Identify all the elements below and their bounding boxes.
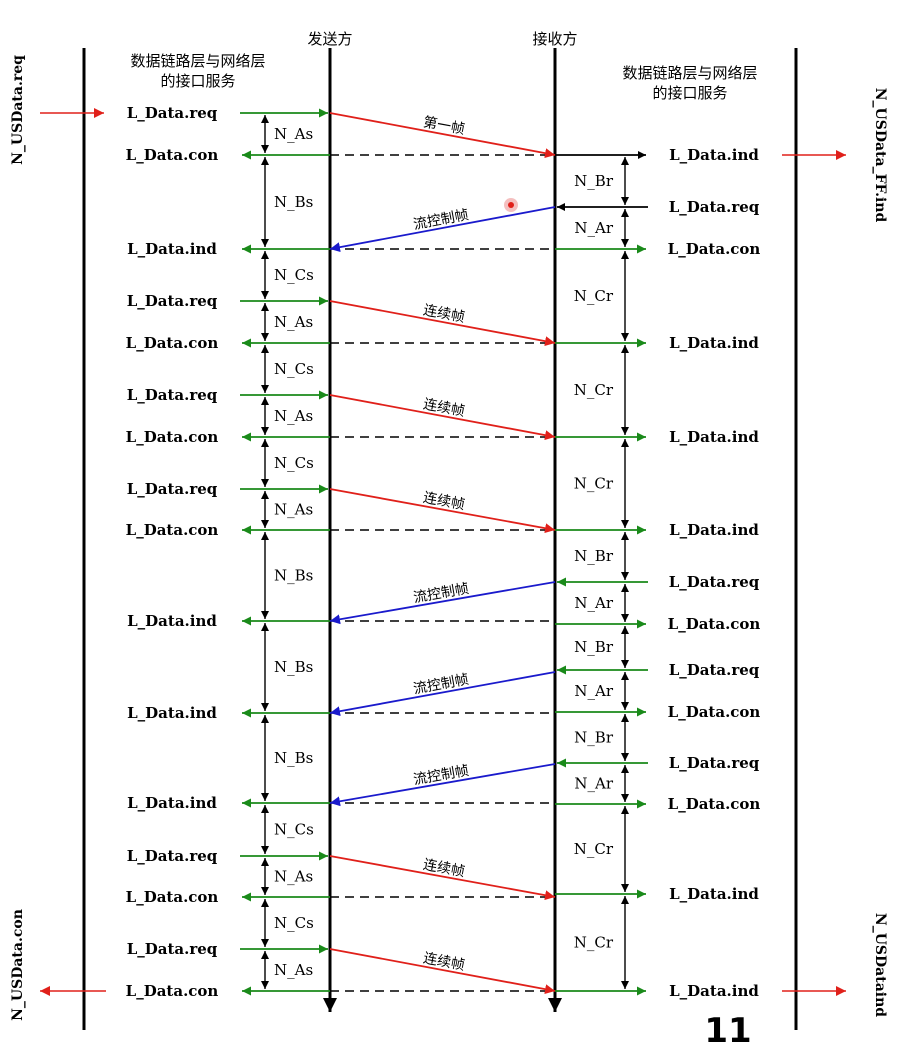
right-event-label: L_Data.ind — [669, 428, 759, 446]
right-event-label: L_Data.con — [668, 615, 761, 633]
timer-label: N_As — [274, 407, 313, 425]
right-event-label: L_Data.ind — [669, 521, 759, 539]
right-event-label: L_Data.ind — [669, 334, 759, 352]
timer-label: N_Bs — [274, 658, 313, 676]
timer-label: N_Cs — [274, 266, 314, 284]
left-event-label: L_Data.con — [126, 428, 219, 446]
data-frame-arrow — [329, 112, 556, 159]
flow-control-frame-arrow — [329, 581, 556, 625]
cursor-dot — [508, 202, 514, 208]
timer-label: N_Cr — [574, 287, 614, 305]
timer-label: N_Cs — [274, 914, 314, 932]
receiver-title: 接收方 — [532, 30, 577, 48]
right-event-label: L_Data.req — [669, 661, 760, 679]
timer-label: N_Br — [574, 638, 614, 656]
right-event-label: L_Data.con — [668, 703, 761, 721]
timer-label: N_Br — [574, 547, 614, 565]
right-event-label: L_Data.req — [669, 198, 760, 216]
left-event-label: L_Data.req — [127, 292, 218, 310]
timer-label: N_Cr — [574, 934, 614, 952]
timer-label: N_As — [274, 868, 313, 886]
left-event-label: L_Data.ind — [127, 794, 217, 812]
timer-label: N_Br — [574, 172, 614, 190]
frame-label: 流控制帧 — [412, 207, 470, 233]
data-frame-arrow — [329, 394, 556, 441]
timer-label: N_As — [274, 125, 313, 143]
frame-label: 连续帧 — [422, 395, 466, 419]
frame-label: 连续帧 — [422, 301, 466, 325]
timer-label: N_Bs — [274, 749, 313, 767]
left-event-label: L_Data.req — [127, 386, 218, 404]
right-bottom-side-label: N_USDataind — [872, 913, 888, 1017]
flow-control-frame-arrow — [329, 763, 556, 807]
data-frame-arrow — [329, 948, 556, 995]
timer-label: N_Cs — [274, 360, 314, 378]
left-top-side-label: N_USData.req — [10, 55, 26, 165]
timer-label: N_Cs — [274, 821, 314, 839]
right-event-label: L_Data.con — [668, 795, 761, 813]
timer-label: N_Cs — [274, 454, 314, 472]
left-event-label: L_Data.ind — [127, 240, 217, 258]
timer-label: N_Ar — [574, 594, 613, 612]
left-event-label: L_Data.req — [127, 104, 218, 122]
timer-label: N_Cr — [574, 840, 614, 858]
timer-label: N_Br — [574, 729, 614, 747]
service-primitive-arrows — [240, 108, 648, 996]
left-event-label: L_Data.con — [126, 888, 219, 906]
timer-label: N_Cr — [574, 381, 614, 399]
left-event-label: L_Data.con — [126, 334, 219, 352]
timer-label: N_Bs — [274, 567, 313, 585]
flow-control-frame-arrow — [329, 206, 556, 253]
left-bottom-side-label: N_USData.con — [10, 909, 26, 1021]
timer-arrows: N_As N_Bs N_Cs N_As N_Cs N_As N_Cs N_As N_Bs N_Bs… — [261, 115, 629, 989]
right-top-side-label: N_USData_FF.ind — [872, 88, 888, 223]
right-event-label: L_Data.ind — [669, 146, 759, 164]
right-event-label: L_Data.ind — [669, 885, 759, 903]
timer-label: N_Ar — [574, 775, 613, 793]
timer-label: N_Ar — [574, 219, 613, 237]
left-event-label: L_Data.con — [126, 146, 219, 164]
left-event-label: L_Data.con — [126, 982, 219, 1000]
timer-label: N_Ar — [574, 682, 613, 700]
frame-label: 连续帧 — [422, 856, 466, 880]
right-event-label: L_Data.req — [669, 754, 760, 772]
left-service-title-line1: 数据链路层与网络层 — [130, 52, 265, 70]
timer-label: N_As — [274, 501, 313, 519]
right-service-title-line1: 数据链路层与网络层 — [622, 64, 757, 82]
event-labels: L_Data.req L_Data.con L_Data.ind L_Data.req… — [126, 104, 761, 1000]
timer-label: N_As — [274, 313, 313, 331]
right-event-label: L_Data.con — [668, 240, 761, 258]
sender-title: 发送方 — [307, 30, 352, 48]
data-frame-arrow — [329, 855, 556, 901]
timer-label: N_Cr — [574, 475, 614, 493]
right-event-label: L_Data.ind — [669, 982, 759, 1000]
left-event-label: L_Data.req — [127, 940, 218, 958]
right-service-title-line2: 的接口服务 — [652, 84, 727, 102]
left-service-title-line2: 的接口服务 — [160, 72, 235, 90]
right-event-label: L_Data.req — [669, 573, 760, 591]
left-event-label: L_Data.con — [126, 521, 219, 539]
left-event-label: L_Data.ind — [127, 612, 217, 630]
timer-label: N_As — [274, 961, 313, 979]
timer-label: N_Bs — [274, 193, 313, 211]
frame-label: 第一帧 — [422, 113, 466, 137]
left-event-label: L_Data.req — [127, 480, 218, 498]
flow-control-frame-arrow — [329, 671, 556, 717]
frame-label: 连续帧 — [422, 949, 466, 973]
frame-label: 连续帧 — [422, 489, 466, 513]
left-event-label: L_Data.req — [127, 847, 218, 865]
data-frame-arrow — [329, 300, 556, 347]
data-frame-arrow — [329, 488, 556, 534]
left-event-label: L_Data.ind — [127, 704, 217, 722]
page-number: 11 — [704, 1011, 751, 1051]
